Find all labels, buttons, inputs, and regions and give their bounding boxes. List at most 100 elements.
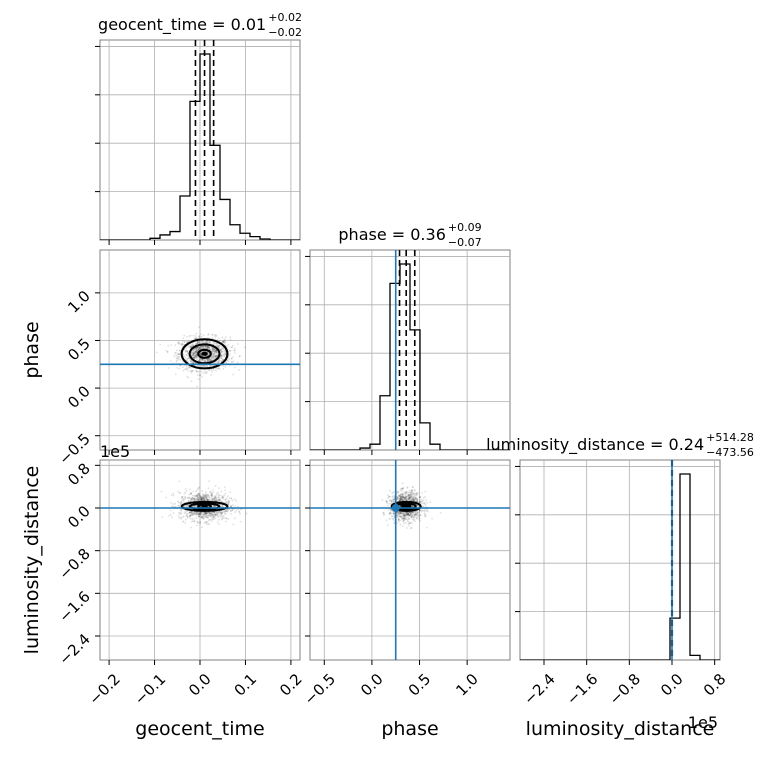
sample-point — [203, 350, 206, 353]
sample-point — [184, 522, 187, 525]
sample-point — [218, 360, 221, 362]
sample-point — [193, 351, 196, 354]
sample-point — [195, 354, 198, 357]
sample-point — [202, 495, 204, 498]
sample-point — [207, 494, 210, 497]
sample-point — [209, 365, 211, 368]
sample-point — [211, 497, 214, 500]
sample-point — [179, 512, 181, 515]
sample-point — [211, 488, 214, 491]
sample-point — [409, 495, 412, 498]
x-tick-label: −0.8 — [606, 670, 644, 708]
sample-point — [222, 495, 224, 497]
sample-point — [408, 497, 411, 499]
sample-point — [405, 511, 407, 514]
sample-point — [190, 380, 193, 383]
sample-point — [421, 492, 423, 494]
sample-point — [213, 514, 216, 517]
sample-point — [404, 515, 407, 517]
sample-point — [177, 504, 179, 507]
sample-point — [228, 496, 231, 499]
sample-point — [418, 510, 421, 513]
sample-point — [423, 513, 426, 516]
sample-point — [201, 512, 204, 514]
sample-point — [206, 495, 208, 498]
sample-point — [426, 526, 428, 529]
sample-point — [182, 353, 185, 356]
sample-point — [186, 375, 189, 378]
sample-point — [208, 342, 211, 344]
sample-point — [221, 496, 224, 499]
sample-point — [405, 512, 408, 515]
sample-point — [408, 497, 411, 499]
sample-point — [193, 356, 196, 358]
sample-point — [198, 340, 201, 343]
sample-point — [177, 358, 180, 361]
histogram-phase — [310, 263, 510, 450]
sample-point — [222, 496, 225, 499]
sample-point — [200, 370, 203, 373]
sample-point — [218, 510, 221, 513]
sample-point — [399, 488, 402, 490]
sample-point — [410, 512, 412, 515]
sample-point — [412, 496, 415, 499]
sample-point — [203, 494, 206, 497]
sample-point — [199, 352, 202, 355]
sample-point — [212, 516, 215, 518]
sample-point — [217, 516, 220, 518]
sample-point — [386, 500, 388, 503]
panel-title-luminosity_distance: luminosity_distance = 0.24 +514.28−473.56 — [486, 431, 754, 459]
sample-point — [196, 355, 198, 357]
sample-point — [209, 515, 211, 517]
sample-point — [406, 527, 408, 529]
sample-point — [231, 509, 234, 512]
sample-point — [194, 350, 197, 353]
sample-point — [381, 499, 384, 502]
sample-point — [418, 517, 421, 519]
sample-point — [407, 513, 410, 516]
sample-point — [202, 494, 205, 497]
sample-point — [214, 485, 217, 487]
sample-point — [197, 341, 199, 344]
sample-point — [201, 515, 204, 518]
sample-point — [238, 510, 241, 513]
sample-point — [183, 334, 186, 337]
sample-point — [407, 517, 410, 520]
sample-point — [204, 491, 207, 493]
sample-point — [190, 520, 193, 523]
sample-point — [195, 349, 198, 352]
sample-point — [180, 502, 183, 505]
sample-point — [193, 494, 196, 497]
sample-point — [215, 354, 218, 357]
sample-point — [215, 499, 217, 502]
sample-point — [195, 512, 198, 515]
sample-point — [195, 347, 198, 350]
sample-point — [211, 346, 214, 349]
sample-point — [181, 495, 184, 498]
sample-point — [206, 341, 209, 344]
sample-point — [198, 513, 201, 516]
sample-point — [182, 520, 185, 523]
sample-point — [193, 512, 195, 515]
sample-point — [388, 513, 391, 516]
sample-point — [405, 497, 408, 500]
sample-point — [396, 490, 399, 493]
sample-point — [402, 516, 405, 519]
sample-point — [196, 498, 198, 500]
sample-point — [180, 512, 183, 514]
sample-point — [203, 495, 206, 498]
sample-point — [195, 346, 198, 349]
sample-point — [210, 493, 213, 496]
sample-point — [189, 500, 192, 503]
sample-point — [224, 354, 226, 357]
sample-point — [390, 500, 393, 502]
sample-point — [409, 498, 412, 500]
sample-point — [398, 511, 400, 514]
sample-point — [193, 348, 196, 351]
sample-point — [190, 346, 193, 348]
sample-point — [221, 348, 224, 351]
sample-point — [195, 347, 197, 349]
sample-point — [214, 351, 216, 354]
sample-point — [181, 497, 183, 499]
sample-point — [190, 493, 192, 495]
